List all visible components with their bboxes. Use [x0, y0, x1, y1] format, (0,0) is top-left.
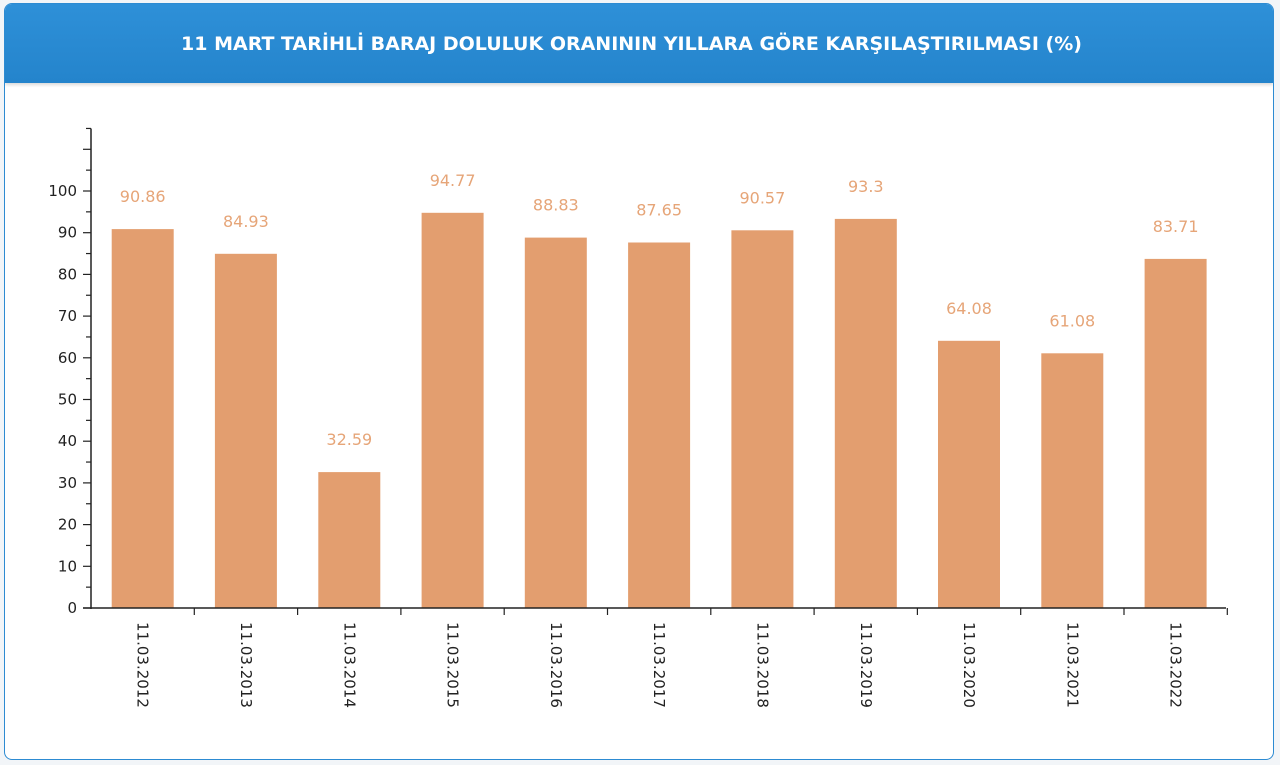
y-tick-label: 30: [58, 474, 77, 492]
x-tick-label: 11.03.2018: [753, 622, 771, 708]
data-label: 88.83: [533, 196, 579, 215]
x-tick-label: 11.03.2017: [650, 622, 668, 708]
y-tick-label: 80: [58, 265, 77, 283]
data-label: 93.3: [848, 177, 884, 196]
x-tick-label: 11.03.2019: [857, 622, 875, 708]
y-tick-label: 70: [58, 307, 77, 325]
y-tick-label: 0: [67, 599, 77, 617]
x-tick-label: 11.03.2022: [1167, 622, 1185, 708]
bar: [524, 237, 587, 608]
y-tick-label: 20: [58, 516, 77, 534]
bar: [628, 242, 691, 608]
data-label: 90.57: [739, 188, 785, 207]
data-label: 61.08: [1049, 311, 1095, 330]
bar: [1144, 258, 1207, 608]
bar: [318, 472, 381, 608]
y-tick-label: 50: [58, 391, 77, 409]
bar: [834, 218, 897, 608]
x-tick-label: 11.03.2012: [134, 622, 152, 708]
x-tick-label: 11.03.2015: [444, 622, 462, 708]
x-tick-label: 11.03.2013: [237, 622, 255, 708]
bar: [1041, 353, 1104, 608]
data-label: 94.77: [430, 171, 476, 190]
x-tick-label: 11.03.2014: [340, 622, 358, 708]
bar: [731, 230, 794, 609]
data-label: 84.93: [223, 212, 269, 231]
panel-header: 11 MART TARİHLİ BARAJ DOLULUK ORANININ Y…: [5, 4, 1273, 83]
y-tick-label: 100: [48, 182, 77, 200]
x-tick-label: 11.03.2016: [547, 622, 565, 708]
bar: [214, 253, 277, 609]
data-label: 87.65: [636, 201, 682, 220]
data-label: 90.86: [120, 187, 166, 206]
data-label: 32.59: [326, 430, 372, 449]
y-tick-label: 90: [58, 224, 77, 242]
y-tick-label: 40: [58, 432, 77, 450]
bar: [111, 229, 174, 608]
data-label: 83.71: [1153, 217, 1199, 236]
y-tick-label: 10: [58, 557, 77, 575]
bar: [938, 340, 1000, 608]
data-label: 64.08: [946, 299, 992, 318]
y-tick-label: 60: [58, 349, 77, 367]
x-tick-label: 11.03.2020: [960, 622, 978, 708]
bar: [421, 212, 484, 609]
chart-title: 11 MART TARİHLİ BARAJ DOLULUK ORANININ Y…: [181, 32, 1082, 55]
x-tick-label: 11.03.2021: [1063, 622, 1081, 708]
